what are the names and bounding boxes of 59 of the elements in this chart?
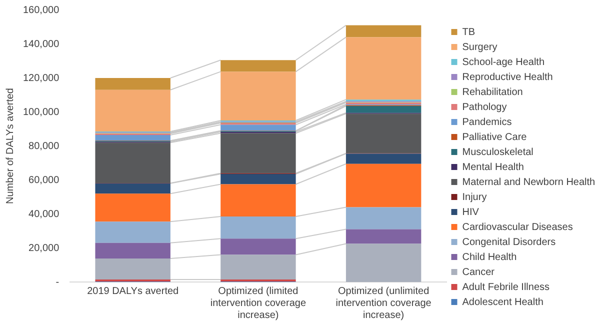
legend-label: Adult Febrile Illness bbox=[462, 282, 550, 293]
bar bbox=[346, 154, 422, 164]
y-axis-title: Number of DALYs averted bbox=[4, 88, 16, 204]
legend-label: Injury bbox=[462, 192, 487, 203]
legend-label: Palliative Care bbox=[462, 132, 528, 143]
x-tick-label: Optimized (limited intervention coverage increase) bbox=[210, 286, 306, 321]
y-tick-label: 160,000 bbox=[22, 4, 60, 16]
bar bbox=[95, 222, 170, 243]
bar bbox=[346, 229, 422, 244]
bar bbox=[95, 134, 170, 141]
legend-label: HIV bbox=[462, 206, 480, 218]
bar bbox=[346, 207, 422, 230]
bar bbox=[220, 216, 296, 239]
y-tick-label: 40,000 bbox=[28, 208, 60, 220]
y-tick-label: 60,000 bbox=[28, 174, 60, 186]
bar bbox=[220, 60, 296, 72]
legend-label: Reproductive Health bbox=[462, 72, 553, 83]
bar bbox=[95, 194, 170, 222]
y-tick-label: 140,000 bbox=[22, 38, 60, 50]
legend-label: Congenital Disorders bbox=[462, 236, 556, 248]
legend-label: Cancer bbox=[462, 266, 496, 278]
legend-label: Surgery bbox=[462, 42, 498, 53]
bar bbox=[95, 258, 170, 280]
x-tick-label: 2019 DALYs averted bbox=[87, 286, 179, 297]
bar bbox=[346, 164, 422, 208]
legend-label: TB bbox=[462, 26, 476, 38]
bar bbox=[220, 184, 296, 217]
legend-label: Pandemics bbox=[462, 116, 512, 128]
legend-label: Adolescent Health bbox=[462, 296, 544, 308]
bar bbox=[95, 90, 170, 132]
bar bbox=[95, 142, 170, 184]
legend-label: School-age Health bbox=[462, 56, 545, 68]
bar bbox=[346, 114, 422, 154]
y-tick-label: 120,000 bbox=[22, 72, 60, 84]
y-tick-label: 100,000 bbox=[22, 106, 60, 118]
bar bbox=[346, 37, 422, 100]
y-tick-label: 20,000 bbox=[28, 242, 60, 254]
legend-label: Musculoskeletal bbox=[462, 146, 534, 158]
legend-label: Pathology bbox=[462, 102, 507, 113]
bar bbox=[95, 242, 170, 259]
bar bbox=[95, 78, 170, 90]
legend-label: Maternal and Newborn Health bbox=[462, 176, 596, 188]
bar bbox=[220, 238, 296, 255]
y-tick-label: - bbox=[56, 276, 60, 288]
bar bbox=[95, 183, 170, 194]
legend-label: Child Health bbox=[462, 252, 517, 263]
bar bbox=[220, 133, 296, 174]
bar bbox=[346, 25, 422, 38]
bar bbox=[220, 174, 296, 184]
x-tick-label: Optimized (unlimited intervention coverage increase) bbox=[336, 286, 432, 321]
bar bbox=[346, 244, 422, 282]
legend-label: Cardiovascular Diseases bbox=[462, 222, 573, 233]
bar bbox=[346, 106, 422, 113]
y-tick-label: 80,000 bbox=[28, 140, 60, 152]
bar bbox=[220, 254, 296, 280]
bar bbox=[220, 72, 296, 120]
bar bbox=[220, 124, 296, 131]
legend-label: Rehabilitation bbox=[462, 86, 523, 98]
legend-label: Mental Health bbox=[462, 162, 524, 173]
